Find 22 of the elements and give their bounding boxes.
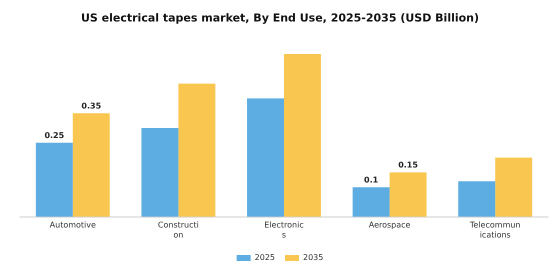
bar — [178, 84, 216, 217]
x-tick-label: Aerospace — [368, 220, 411, 230]
bar — [390, 172, 427, 217]
bar — [72, 113, 110, 217]
bar — [284, 54, 321, 217]
x-tick-label: Electronics — [264, 220, 304, 240]
legend-label: 2025 — [254, 253, 275, 262]
data-label: 0.1 — [364, 175, 379, 184]
x-tick-label: Telecommunications — [468, 220, 521, 240]
bar — [247, 98, 284, 217]
data-label: 0.25 — [44, 130, 65, 140]
x-tick-label: Construction — [158, 220, 199, 240]
bar — [458, 181, 496, 217]
bar — [141, 128, 178, 217]
legend-label: 2035 — [303, 253, 324, 262]
chart-title: US electrical tapes market, By End Use, 2025-2035 (USD Billion) — [80, 11, 480, 24]
data-label: 0.15 — [398, 160, 418, 170]
bar — [36, 142, 73, 217]
bar — [495, 158, 532, 217]
x-tick-label: Automotive — [50, 220, 96, 230]
bar — [352, 187, 390, 217]
data-label: 0.35 — [81, 101, 102, 110]
